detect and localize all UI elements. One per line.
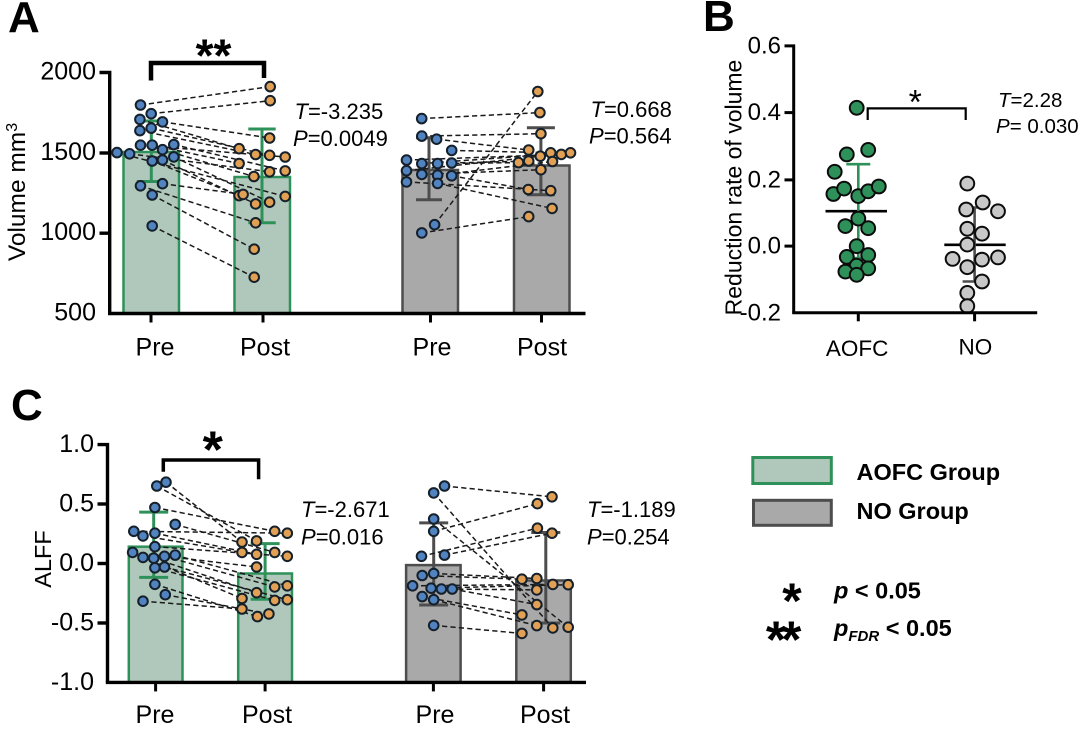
svg-text:0.4: 0.4 [748,99,781,126]
svg-text:0.0: 0.0 [59,549,94,577]
svg-text:*: * [782,573,802,629]
svg-text:NO: NO [959,335,993,360]
svg-text:NO Group: NO Group [857,498,969,524]
svg-text:T=-3.235: T=-3.235 [295,99,384,124]
svg-text:1000: 1000 [40,218,96,246]
svg-text:P=0.564: P=0.564 [589,124,672,149]
svg-text:T=-1.189: T=-1.189 [587,497,676,522]
svg-text:0.5: 0.5 [59,490,94,518]
svg-text:*: * [781,612,802,670]
svg-text:Volume mm3: Volume mm3 [4,123,31,261]
svg-text:0.2: 0.2 [748,166,781,193]
svg-text:500: 500 [54,299,96,327]
svg-text:1.0: 1.0 [59,430,94,458]
svg-text:T=0.668: T=0.668 [591,97,672,122]
svg-text:0.0: 0.0 [748,233,781,260]
svg-text:-1.0: -1.0 [51,668,94,696]
svg-text:ALFF: ALFF [30,530,56,587]
svg-text:P=0.254: P=0.254 [587,525,670,550]
svg-text:T=-2.671: T=-2.671 [301,497,390,522]
svg-text:Post: Post [517,334,567,362]
svg-text:*: * [909,84,922,122]
svg-text:pFDR < 0.05: pFDR < 0.05 [833,615,952,645]
svg-text:Post: Post [520,701,570,729]
svg-text:*: * [203,421,224,479]
svg-text:T=2.28: T=2.28 [998,89,1062,112]
svg-text:P= 0.030: P= 0.030 [996,115,1079,138]
svg-text:B: B [703,0,735,41]
svg-text:Pre: Pre [136,334,175,362]
svg-text:Post: Post [240,334,290,362]
svg-text:p < 0.05: p < 0.05 [833,578,921,604]
svg-text:Post: Post [242,701,292,729]
svg-text:AOFC Group: AOFC Group [857,459,1001,485]
svg-text:1500: 1500 [40,138,96,166]
svg-text:Pre: Pre [413,334,452,362]
svg-text:AOFC: AOFC [826,336,889,361]
svg-text:2000: 2000 [40,58,96,86]
svg-text:**: ** [196,29,232,81]
svg-text:C: C [11,381,43,430]
svg-text:0.6: 0.6 [748,32,781,59]
svg-text:P=0.0049: P=0.0049 [293,126,388,151]
svg-text:Reduction rate of volume: Reduction rate of volume [721,60,747,316]
svg-text:P=0.016: P=0.016 [301,525,384,550]
svg-text:*: * [766,612,787,670]
svg-text:-0.5: -0.5 [51,609,94,637]
svg-text:-0.2: -0.2 [740,299,781,326]
svg-text:Pre: Pre [416,701,455,729]
svg-text:Pre: Pre [136,701,175,729]
svg-text:A: A [8,0,40,42]
